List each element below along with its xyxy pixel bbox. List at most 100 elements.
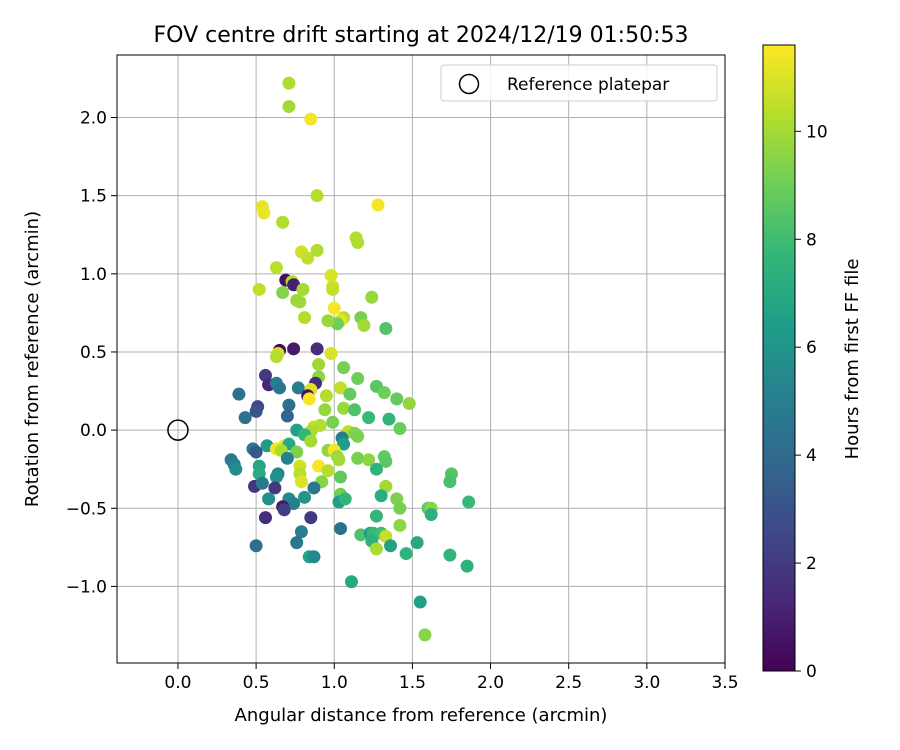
data-point (393, 518, 407, 532)
data-point (365, 290, 379, 304)
data-point (302, 392, 316, 406)
data-point (402, 397, 416, 411)
x-tick-label: 1.5 (399, 673, 426, 693)
data-point (262, 492, 276, 506)
x-tick-label: 3.0 (633, 673, 660, 693)
data-point (462, 495, 476, 509)
data-point (369, 542, 383, 556)
y-tick-label: 0.5 (80, 343, 107, 363)
data-point (324, 268, 338, 282)
x-tick-label: 2.0 (477, 673, 504, 693)
data-point (393, 422, 407, 436)
data-point (307, 481, 321, 495)
data-point (369, 509, 383, 523)
data-point (326, 415, 340, 429)
data-point (351, 372, 365, 386)
data-point (443, 548, 457, 562)
chart-title: FOV centre drift starting at 2024/12/19 … (154, 23, 689, 48)
colorbar-tick-label: 0 (806, 662, 817, 682)
legend-label: Reference platepar (507, 75, 669, 95)
x-tick-label: 0.0 (164, 673, 191, 693)
data-point (277, 503, 291, 517)
data-point (319, 389, 333, 403)
data-point (287, 342, 301, 356)
y-tick-label: −0.5 (66, 499, 107, 519)
data-point (321, 464, 335, 478)
data-point (255, 476, 269, 490)
colorbar-ticks: 0 2 4 6 8 10 (795, 122, 828, 682)
data-point (310, 342, 324, 356)
data-point (338, 492, 352, 506)
data-point (252, 282, 266, 296)
data-point (257, 206, 271, 220)
data-point (324, 347, 338, 361)
data-point (282, 398, 296, 412)
data-point (379, 322, 393, 336)
colorbar-tick-label: 6 (806, 338, 817, 358)
data-point (294, 525, 308, 539)
data-point (377, 386, 391, 400)
data-point (229, 462, 243, 476)
data-point (337, 401, 351, 415)
data-point (460, 559, 474, 573)
data-point (304, 511, 318, 525)
data-point (343, 387, 357, 401)
y-tick-label: 2.0 (80, 109, 107, 129)
data-point (369, 462, 383, 476)
data-point (291, 381, 305, 395)
data-point (307, 550, 321, 564)
data-point (334, 381, 348, 395)
y-tick-label: 1.5 (80, 187, 107, 207)
y-tick-label: 0.0 (80, 421, 107, 441)
data-point (337, 361, 351, 375)
y-axis-ticks: −1.0 −0.5 0.0 0.5 1.0 1.5 2.0 (66, 109, 117, 597)
data-point (357, 318, 371, 332)
data-point (344, 575, 358, 589)
colorbar-tick-label: 10 (806, 122, 828, 142)
reference-platepar-marker (167, 419, 189, 441)
data-point (413, 595, 427, 609)
colorbar-tick-label: 2 (806, 554, 817, 574)
data-point (348, 403, 362, 417)
data-point (293, 295, 307, 309)
x-axis-label: Angular distance from reference (arcmin) (235, 705, 608, 726)
data-point (393, 501, 407, 515)
reference-marker-layer (167, 419, 189, 441)
data-point (337, 437, 351, 451)
data-point (273, 381, 287, 395)
data-point (287, 497, 301, 511)
data-point (301, 251, 315, 265)
data-point (313, 418, 327, 432)
data-point (410, 536, 424, 550)
legend-reference-marker (458, 73, 480, 95)
plot-frame (116, 54, 726, 664)
data-point (326, 282, 340, 296)
x-axis-ticks: 0.0 0.5 1.0 1.5 2.0 2.5 3.0 3.5 (164, 663, 739, 693)
data-point (304, 112, 318, 126)
data-point (443, 475, 457, 489)
data-point (238, 411, 252, 425)
data-point (269, 470, 283, 484)
data-point (280, 409, 294, 423)
data-point (269, 261, 283, 275)
data-point (399, 547, 413, 561)
data-point (249, 445, 263, 459)
colorbar-gradient (763, 45, 795, 671)
data-point (390, 392, 404, 406)
data-point (334, 470, 348, 484)
data-point (298, 490, 312, 504)
colorbar-frame (762, 44, 796, 672)
data-point (321, 314, 335, 328)
data-point (276, 286, 290, 300)
data-point (327, 301, 341, 315)
y-tick-label: 1.0 (80, 265, 107, 285)
data-point (310, 189, 324, 203)
legend: Reference platepar (440, 64, 718, 102)
data-point (268, 481, 282, 495)
colorbar-tick-label: 8 (806, 230, 817, 250)
data-point (282, 76, 296, 90)
x-tick-label: 2.5 (555, 673, 582, 693)
data-point (249, 539, 263, 553)
